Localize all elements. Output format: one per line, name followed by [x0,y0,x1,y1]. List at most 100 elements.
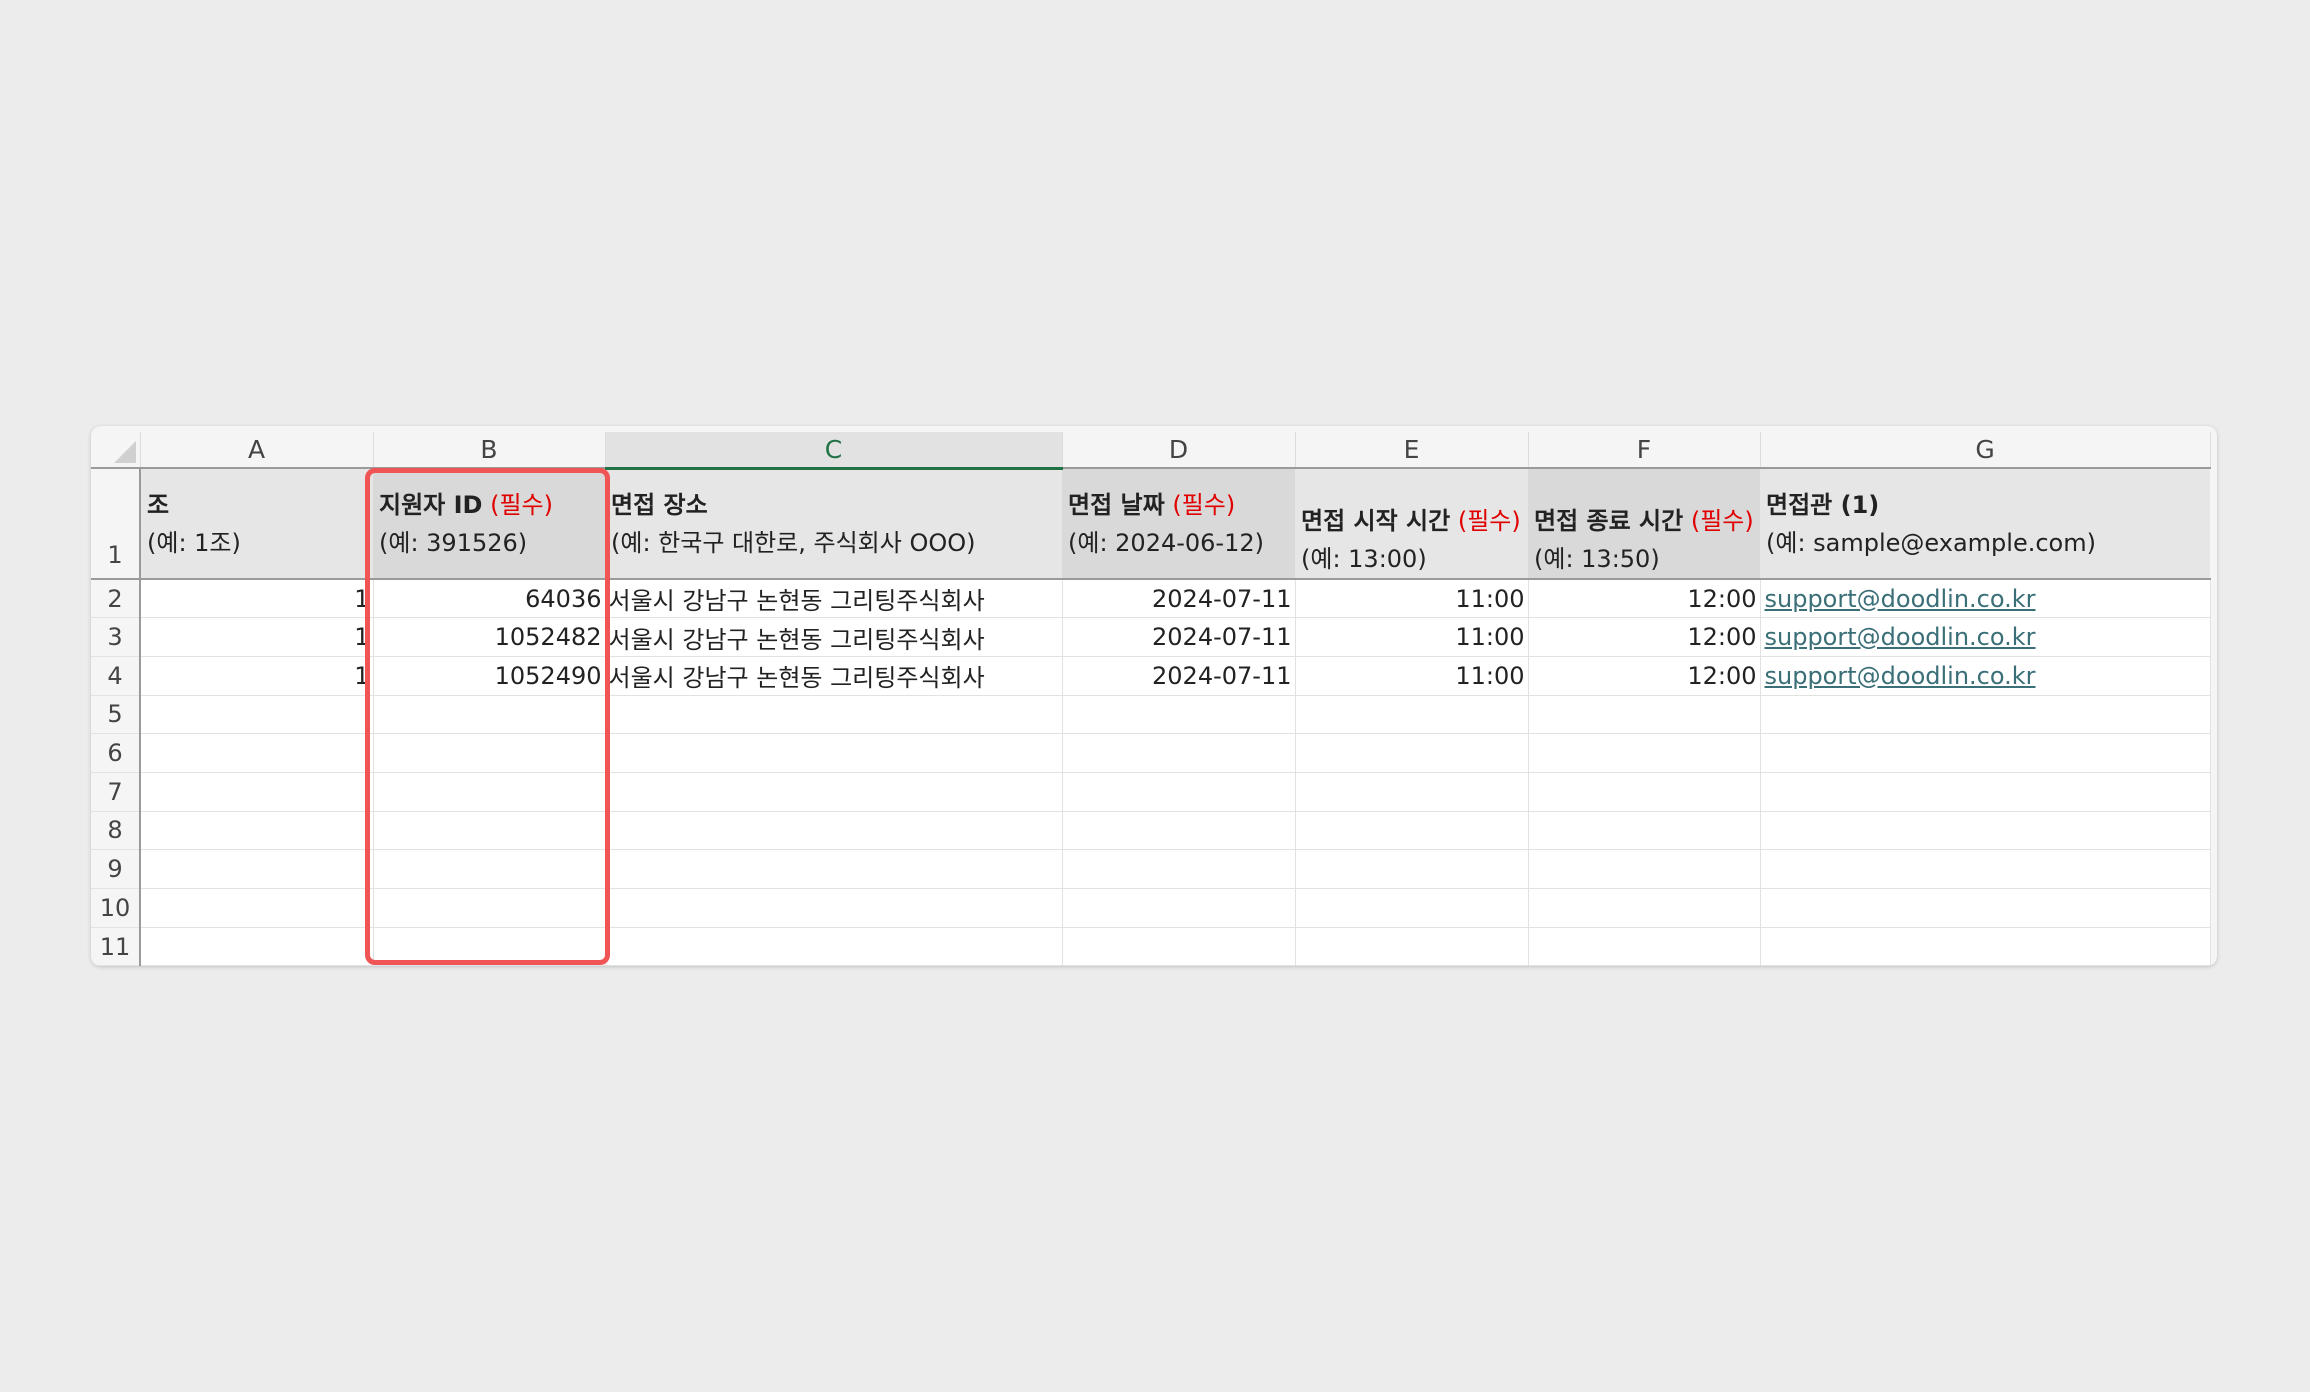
empty-cell[interactable] [373,849,606,889]
empty-cell[interactable] [605,695,1063,735]
cell-end-time[interactable]: 12:00 [1528,656,1761,696]
row-number[interactable]: 3 [91,617,141,657]
column-header-a[interactable]: A [140,432,374,469]
header-cell-b[interactable]: 지원자 ID (필수) (예: 391526) [373,468,605,579]
header-cell-f[interactable]: 면접 종료 시간 (필수) (예: 13:50) [1528,468,1760,579]
cell-start-time[interactable]: 11:00 [1295,656,1529,696]
column-header-b[interactable]: B [373,432,606,469]
empty-cell[interactable] [140,733,374,773]
row-number[interactable]: 7 [91,772,141,812]
email-link[interactable]: support@doodlin.co.kr [1764,661,2036,690]
cell-location[interactable]: 서울시 강남구 논현동 그리팅주식회사 [605,617,1063,657]
row-number[interactable]: 10 [91,888,141,928]
empty-cell[interactable] [1760,695,2211,735]
empty-cell[interactable] [140,888,374,928]
row-number[interactable]: 9 [91,849,141,889]
empty-cell[interactable] [1528,772,1761,812]
cell-interviewer[interactable]: support@doodlin.co.kr [1760,617,2211,657]
empty-cell[interactable] [1062,733,1296,773]
empty-cell[interactable] [1760,888,2211,928]
empty-cell[interactable] [605,849,1063,889]
empty-cell[interactable] [140,927,374,966]
column-header-c[interactable]: C [605,432,1063,470]
row-number[interactable]: 11 [91,927,141,966]
cell-date[interactable]: 2024-07-11 [1062,656,1296,696]
column-header-e[interactable]: E [1295,432,1529,469]
row-number[interactable]: 5 [91,695,141,735]
empty-cell[interactable] [1528,888,1761,928]
empty-cell[interactable] [1760,772,2211,812]
header-cell-e[interactable]: 면접 시작 시간 (필수) (예: 13:00) [1295,468,1528,579]
cell-location[interactable]: 서울시 강남구 논현동 그리팅주식회사 [605,579,1063,619]
empty-cell[interactable] [373,733,606,773]
row-number[interactable]: 2 [91,579,141,619]
cell-applicant-id[interactable]: 64036 [373,579,606,619]
empty-cell[interactable] [1062,888,1296,928]
header-cell-g[interactable]: 면접관 (1) (예: sample@example.com) [1760,468,2210,579]
empty-cell[interactable] [1295,811,1529,851]
empty-cell[interactable] [140,811,374,851]
select-all-button[interactable] [91,432,141,469]
empty-cell[interactable] [605,733,1063,773]
cell-applicant-id[interactable]: 1052490 [373,656,606,696]
cell-group[interactable]: 1 [140,656,374,696]
empty-cell[interactable] [1062,849,1296,889]
cell-interviewer[interactable]: support@doodlin.co.kr [1760,579,2211,619]
empty-cell[interactable] [605,772,1063,812]
empty-cell[interactable] [1295,772,1529,812]
row-number[interactable]: 4 [91,656,141,696]
empty-cell[interactable] [1295,695,1529,735]
cell-interviewer[interactable]: support@doodlin.co.kr [1760,656,2211,696]
empty-cell[interactable] [1062,695,1296,735]
empty-cell[interactable] [140,772,374,812]
empty-cell[interactable] [605,888,1063,928]
empty-cell[interactable] [373,927,606,966]
column-header-f[interactable]: F [1528,432,1761,469]
empty-cell[interactable] [1528,695,1761,735]
empty-cell[interactable] [140,695,374,735]
column-header-d[interactable]: D [1062,432,1296,469]
empty-cell[interactable] [1528,927,1761,966]
cell-date[interactable]: 2024-07-11 [1062,617,1296,657]
empty-cell[interactable] [1295,849,1529,889]
empty-cell[interactable] [605,927,1063,966]
empty-cell[interactable] [1760,733,2211,773]
empty-cell[interactable] [1062,927,1296,966]
cell-end-time[interactable]: 12:00 [1528,579,1761,619]
cell-start-time[interactable]: 11:00 [1295,579,1529,619]
table-row: 6 [91,733,2211,773]
empty-cell[interactable] [1528,733,1761,773]
cell-location[interactable]: 서울시 강남구 논현동 그리팅주식회사 [605,656,1063,696]
empty-cell[interactable] [1528,811,1761,851]
email-link[interactable]: support@doodlin.co.kr [1764,623,2036,652]
empty-cell[interactable] [605,811,1063,851]
cell-start-time[interactable]: 11:00 [1295,617,1529,657]
empty-cell[interactable] [140,849,374,889]
header-cell-d[interactable]: 면접 날짜 (필수) (예: 2024-06-12) [1062,468,1295,579]
column-header-g[interactable]: G [1760,432,2211,469]
header-cell-c[interactable]: 면접 장소 (예: 한국구 대한로, 주식회사 OOO) [605,468,1062,579]
empty-cell[interactable] [1062,811,1296,851]
empty-cell[interactable] [1760,811,2211,851]
header-cell-a[interactable]: 조 (예: 1조) [140,468,373,579]
cell-end-time[interactable]: 12:00 [1528,617,1761,657]
empty-cell[interactable] [1295,733,1529,773]
cell-date[interactable]: 2024-07-11 [1062,579,1296,619]
email-link[interactable]: support@doodlin.co.kr [1764,584,2036,613]
empty-cell[interactable] [1295,927,1529,966]
cell-group[interactable]: 1 [140,617,374,657]
empty-cell[interactable] [1062,772,1296,812]
empty-cell[interactable] [1760,927,2211,966]
empty-cell[interactable] [373,695,606,735]
row-number[interactable]: 8 [91,811,141,851]
empty-cell[interactable] [1295,888,1529,928]
cell-applicant-id[interactable]: 1052482 [373,617,606,657]
row-number[interactable]: 6 [91,733,141,773]
empty-cell[interactable] [373,888,606,928]
cell-group[interactable]: 1 [140,579,374,619]
empty-cell[interactable] [1760,849,2211,889]
empty-cell[interactable] [1528,849,1761,889]
empty-cell[interactable] [373,811,606,851]
row-number[interactable]: 1 [91,468,141,579]
empty-cell[interactable] [373,772,606,812]
